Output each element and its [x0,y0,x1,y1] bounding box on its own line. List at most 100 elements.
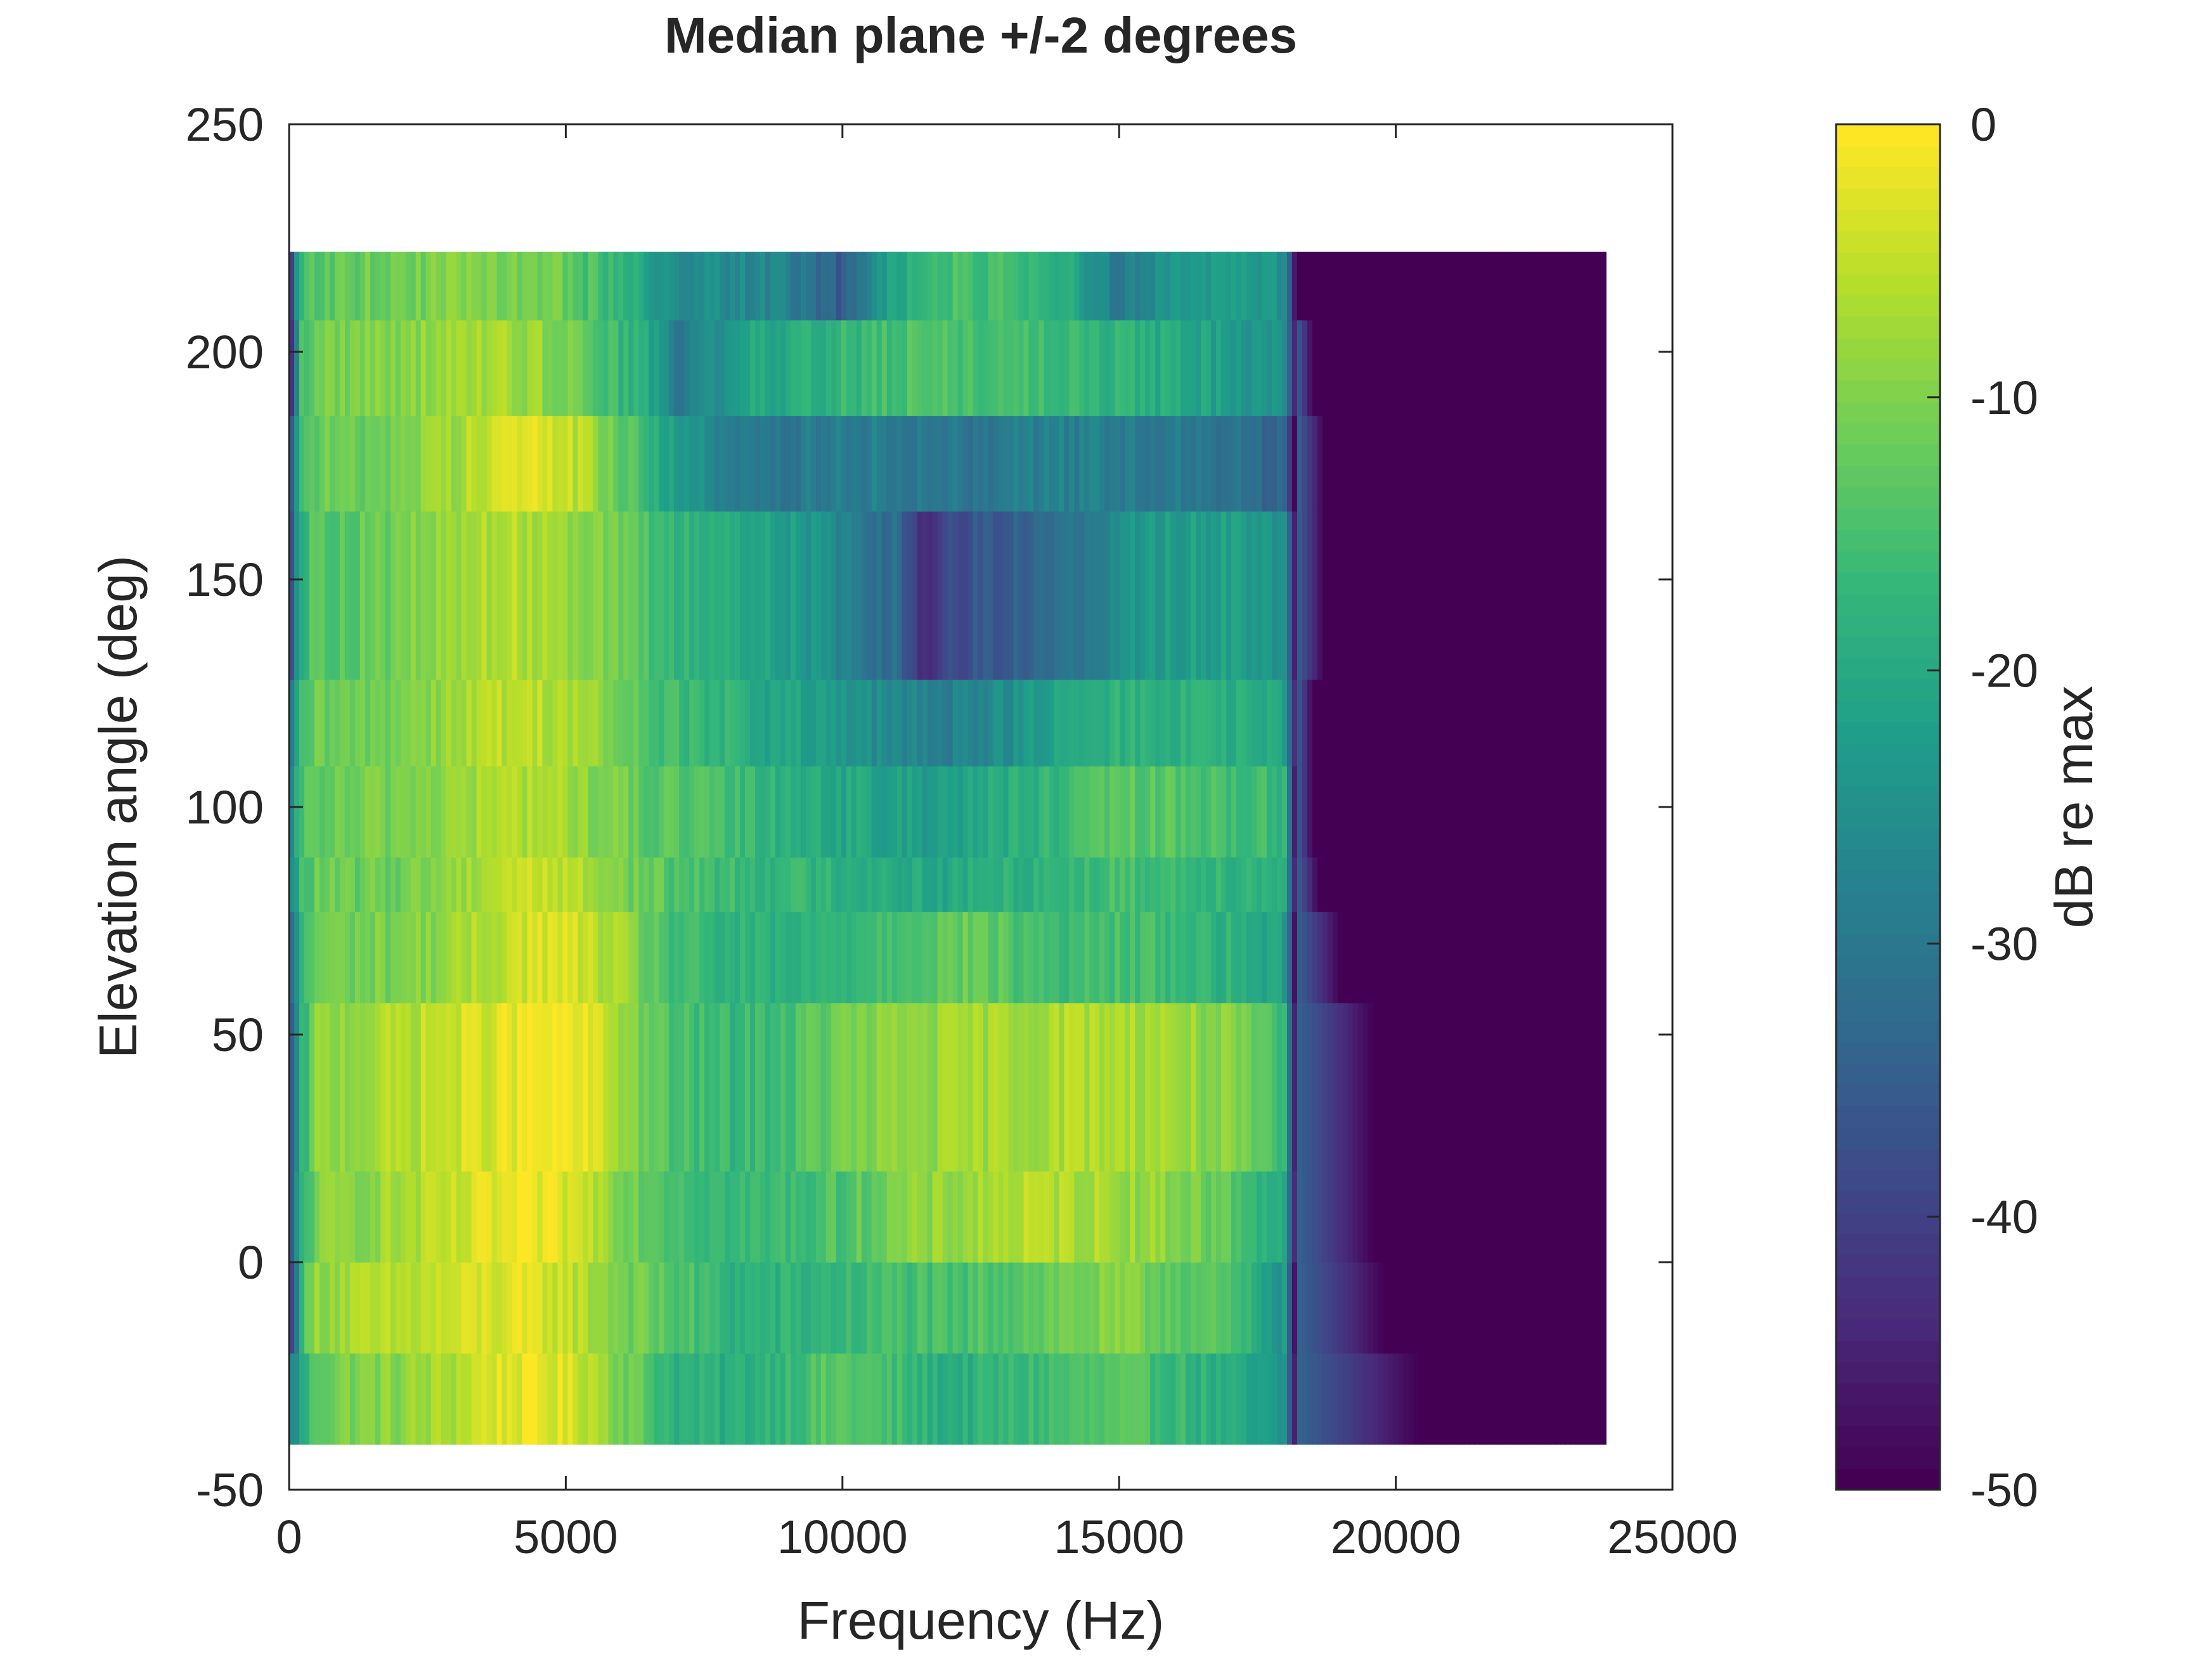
heatmap-cell [436,252,442,321]
heatmap-cell [1327,511,1333,680]
heatmap-cell [334,1002,340,1172]
heatmap-cell [1322,1171,1328,1263]
heatmap-cell [522,912,528,1004]
heatmap-cell [522,415,528,512]
heatmap-cell [1079,252,1085,321]
heatmap-cell [770,912,776,1004]
heatmap-cell [466,511,472,680]
colorbar-swatch [1836,401,1940,423]
heatmap-cell [1271,511,1277,680]
heatmap-cell [638,252,644,321]
heatmap-cell [730,252,735,321]
heatmap-cell [694,511,700,680]
heatmap-cell [385,252,391,321]
heatmap-cell [1291,766,1298,858]
heatmap-cell [344,415,351,512]
heatmap-cell [1515,856,1521,912]
heatmap-cell [825,856,832,912]
heatmap-cell [1059,415,1064,512]
heatmap-cell [456,679,462,766]
heatmap-cell [704,856,710,912]
heatmap-cell [1281,415,1288,512]
heatmap-cell [314,912,320,1004]
colorbar-swatch [1836,657,1940,680]
heatmap-cell [704,320,710,416]
heatmap-cell [1256,252,1262,321]
heatmap-cell [436,1262,442,1354]
heatmap-cell [907,856,913,912]
heatmap-cell [973,766,979,858]
heatmap-row [289,1171,1607,1263]
heatmap-cell [1489,415,1496,512]
heatmap-cell [1560,511,1566,680]
heatmap-cell [471,320,477,416]
heatmap-cell [765,1171,771,1263]
heatmap-cell [1130,856,1135,912]
heatmap-cell [476,1262,482,1354]
heatmap-cell [983,679,989,766]
heatmap-cell [390,679,396,766]
heatmap-cell [1125,511,1130,680]
heatmap-cell [815,511,822,680]
heatmap-cell [1581,252,1586,321]
heatmap-cell [562,320,569,416]
heatmap-cell [932,320,938,416]
heatmap-cell [547,856,553,912]
heatmap-cell [461,415,467,512]
heatmap-cell [952,511,959,680]
heatmap-cell [1150,1262,1156,1354]
heatmap-cell [1059,252,1064,321]
heatmap-cell [993,1002,999,1172]
heatmap-cell [1550,415,1556,512]
heatmap-cell [856,252,862,321]
heatmap-cell [957,1353,964,1445]
heatmap-cell [922,912,928,1004]
heatmap-cell [1069,1353,1075,1445]
heatmap-cell [370,1353,376,1445]
heatmap-cell [1596,912,1601,1004]
heatmap-cell [339,1002,346,1172]
heatmap-cell [891,320,898,416]
heatmap-cell [618,679,624,766]
heatmap-cell [471,1262,477,1354]
heatmap-cell [1570,679,1576,766]
heatmap-cell [1560,856,1566,912]
heatmap-cell [694,766,700,858]
heatmap-cell [1044,1262,1050,1354]
heatmap-cell [425,856,432,912]
heatmap-cell [1216,766,1222,858]
heatmap-cell [1423,1353,1430,1445]
heatmap-cell [1084,856,1090,912]
heatmap-cell [1206,1002,1212,1172]
heatmap-cell [1023,679,1030,766]
colorbar-swatch [1836,209,1940,232]
heatmap-cell [978,320,984,416]
heatmap-cell [1439,1171,1445,1263]
heatmap-cell [1008,415,1014,512]
heatmap-cell [1327,320,1333,416]
heatmap-cell [319,252,325,321]
heatmap-cell [1357,415,1364,512]
heatmap-cell [730,1002,735,1172]
heatmap-cell [532,415,538,512]
heatmap-cell [1281,511,1288,680]
heatmap-cell [1378,252,1384,321]
heatmap-cell [598,252,604,321]
heatmap-cell [1388,1002,1394,1172]
heatmap-cell [1484,912,1491,1004]
heatmap-cell [1413,252,1420,321]
colorbar-swatch [1836,465,1940,487]
heatmap-cell [572,1002,578,1172]
heatmap-cell [1064,856,1070,912]
heatmap-cell [537,511,543,680]
heatmap-cell [1383,1002,1389,1172]
heatmap-cell [1388,679,1394,766]
heatmap-cell [902,1002,908,1172]
heatmap-cell [1155,252,1161,321]
heatmap-cell [1322,511,1328,680]
heatmap-cell [1094,1002,1100,1172]
heatmap-cell [1059,1353,1064,1445]
heatmap-cell [1570,252,1576,321]
heatmap-cell [1023,766,1030,858]
heatmap-cell [562,415,569,512]
